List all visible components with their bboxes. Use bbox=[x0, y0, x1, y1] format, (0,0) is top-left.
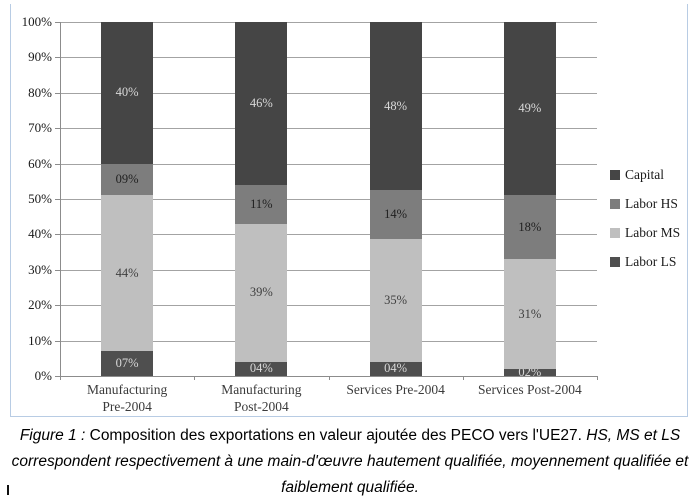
y-axis-tick-label: 30% bbox=[28, 261, 52, 277]
x-axis-tick bbox=[328, 376, 330, 380]
bar-segment-label: 39% bbox=[249, 285, 273, 300]
legend-label: Capital bbox=[625, 167, 664, 182]
figure-caption: Figure 1 : Composition des exportations … bbox=[2, 423, 698, 501]
y-axis-line bbox=[60, 22, 61, 377]
bar-segment-labor-ls: 04% bbox=[235, 361, 288, 376]
stacked-bar-chart: 07% 44% 09% 40% 04% 39% 11% 46% 04% 35% 14% 48% 02% 3… bbox=[21, 14, 680, 414]
bar-segment-label: 44% bbox=[115, 265, 139, 280]
x-axis-category-label: Manufacturing Post-2004 bbox=[221, 382, 302, 414]
bar-segment-labor-hs: 18% bbox=[503, 195, 556, 260]
y-axis-tick-label: 80% bbox=[28, 84, 52, 100]
bar-segment-label: 48% bbox=[384, 98, 408, 113]
bar-segment-label: 04% bbox=[249, 361, 273, 376]
legend-label: Labor LS bbox=[625, 254, 677, 269]
bar-segment-labor-ms: 44% bbox=[101, 195, 154, 352]
gridline bbox=[60, 234, 597, 236]
bar-segment-labor-ls: 04% bbox=[369, 361, 422, 376]
y-axis-tick bbox=[55, 376, 60, 377]
bar-segment-capital: 40% bbox=[101, 22, 154, 164]
bar-segment-capital: 49% bbox=[503, 22, 556, 196]
legend-swatch-capital bbox=[610, 170, 620, 180]
y-axis-tick-label: 100% bbox=[21, 14, 52, 29]
x-axis-category-label: Services Pre-2004 bbox=[346, 382, 445, 397]
y-axis-tick bbox=[55, 199, 60, 200]
y-axis-tick-label: 60% bbox=[28, 155, 52, 171]
gridline bbox=[60, 199, 597, 200]
figure-caption-number: Figure 1 : bbox=[19, 427, 86, 444]
x-axis-tick bbox=[194, 376, 196, 380]
x-axis-tick bbox=[60, 376, 61, 380]
y-axis-tick bbox=[55, 57, 60, 59]
x-axis-tick bbox=[597, 376, 598, 380]
bar-segment-label: 07% bbox=[115, 356, 139, 371]
bar-segment-label: 49% bbox=[518, 101, 542, 116]
bar-segment-labor-ms: 39% bbox=[235, 223, 288, 362]
gridline bbox=[60, 22, 597, 23]
bar-segment-labor-hs: 14% bbox=[369, 190, 422, 240]
legend-label: Labor MS bbox=[625, 225, 681, 240]
bar-segment-labor-ms: 35% bbox=[369, 239, 422, 362]
gridline bbox=[60, 269, 597, 271]
y-axis-tick-label: 90% bbox=[28, 49, 52, 65]
y-axis-tick-label: 20% bbox=[28, 297, 52, 313]
bar-segment-label: 18% bbox=[518, 219, 542, 234]
bar-segment-capital: 46% bbox=[235, 22, 288, 185]
gridline bbox=[60, 163, 597, 165]
bar-segment-label: 46% bbox=[249, 95, 273, 110]
y-axis-tick bbox=[55, 92, 60, 94]
y-axis-tick bbox=[55, 234, 60, 236]
y-axis-tick-label: 50% bbox=[28, 191, 52, 206]
bar-segment-labor-ls: 02% bbox=[503, 365, 556, 378]
bar-segment-label: 11% bbox=[250, 196, 273, 211]
figure-caption-text: Composition des exportations en valeur a… bbox=[85, 427, 587, 444]
bar-segment-labor-ms: 31% bbox=[503, 259, 556, 369]
text-cursor bbox=[7, 485, 9, 495]
legend-label: Labor HS bbox=[625, 196, 678, 211]
bar-segment-label: 04% bbox=[384, 361, 408, 376]
legend-item-labor-ls: Labor LS bbox=[610, 255, 676, 269]
figure-frame bbox=[10, 4, 688, 417]
gridline bbox=[60, 92, 597, 94]
figure-caption-note: HS, MS et LS correspondent respectivemen… bbox=[11, 427, 689, 496]
y-axis-tick bbox=[55, 163, 60, 165]
y-axis-tick-label: 10% bbox=[28, 332, 52, 348]
legend-swatch-labor-hs bbox=[610, 199, 620, 209]
bar-segment-label: 09% bbox=[115, 172, 139, 187]
gridline bbox=[60, 305, 597, 307]
bar-segment-label: 35% bbox=[384, 293, 408, 308]
bar-segment-labor-ls: 07% bbox=[101, 351, 154, 376]
gridline bbox=[60, 340, 597, 342]
gridline bbox=[60, 57, 597, 59]
x-axis-category-label: Manufacturing Pre-2004 bbox=[87, 382, 168, 414]
bar-segment-labor-hs: 09% bbox=[101, 163, 154, 196]
legend-swatch-labor-ls bbox=[610, 257, 620, 267]
bar-segment-label: 14% bbox=[384, 207, 408, 222]
x-axis-category-label: Services Post-2004 bbox=[477, 382, 582, 397]
legend-item-capital: Capital bbox=[610, 168, 664, 182]
y-axis-tick bbox=[55, 22, 60, 23]
y-axis-tick bbox=[55, 305, 60, 307]
bar-segment-label: 40% bbox=[115, 85, 139, 100]
y-axis-tick bbox=[55, 340, 60, 342]
x-axis-tick bbox=[462, 376, 464, 380]
legend-swatch-labor-ms bbox=[610, 228, 620, 238]
y-axis-tick-label: 40% bbox=[28, 226, 52, 242]
y-axis-tick bbox=[55, 269, 60, 271]
legend-item-labor-hs: Labor HS bbox=[610, 197, 678, 211]
gridline bbox=[60, 128, 597, 130]
y-axis-tick bbox=[55, 128, 60, 130]
bar-segment-capital: 48% bbox=[369, 22, 422, 191]
legend-item-labor-ms: Labor MS bbox=[610, 226, 680, 240]
y-axis-tick-label: 0% bbox=[34, 368, 52, 383]
bar-segment-labor-hs: 11% bbox=[235, 184, 288, 224]
y-axis-tick-label: 70% bbox=[28, 120, 52, 136]
bar-segment-label: 31% bbox=[518, 306, 542, 321]
